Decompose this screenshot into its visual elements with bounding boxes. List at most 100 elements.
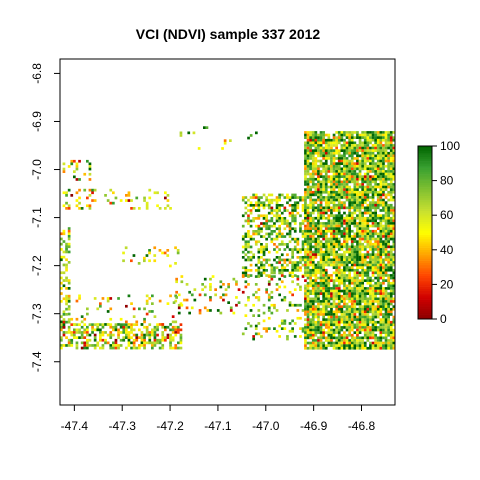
raster-cell [75, 299, 79, 303]
raster-cell [304, 331, 307, 334]
raster-cell [254, 240, 258, 244]
raster-cell [174, 331, 178, 334]
raster-cell [311, 287, 315, 290]
raster-cell [241, 235, 245, 238]
raster-cell [374, 315, 377, 319]
raster-cell [304, 206, 307, 210]
raster-cell [363, 201, 367, 204]
raster-cell [309, 274, 312, 277]
raster-cell [356, 320, 359, 324]
raster-cell [252, 335, 255, 338]
raster-cell [227, 285, 230, 289]
raster-cell [335, 328, 338, 332]
raster-cell [366, 323, 370, 327]
raster-cell [306, 346, 310, 350]
raster-cell [356, 159, 359, 163]
raster-cell [345, 341, 349, 345]
legend-swatch [418, 171, 432, 175]
raster-cell [293, 209, 297, 212]
raster-cell [112, 325, 115, 329]
raster-cell [260, 245, 263, 249]
raster-cell [369, 258, 372, 262]
raster-cell [198, 293, 202, 297]
raster-cell [324, 188, 328, 191]
raster-cell [301, 222, 305, 225]
raster-cell [252, 293, 255, 297]
raster-cell [322, 211, 325, 215]
raster-cell [330, 146, 333, 150]
raster-cell [109, 325, 113, 329]
raster-cell [311, 284, 315, 288]
raster-cell [348, 318, 351, 321]
raster-cell [356, 214, 359, 217]
raster-cell [335, 274, 338, 277]
raster-cell [257, 248, 261, 251]
raster-cell [311, 245, 315, 249]
raster-cell [235, 280, 238, 284]
raster-cell [340, 318, 344, 321]
raster-cell [275, 266, 279, 270]
raster-cell [293, 214, 297, 218]
raster-cell [317, 172, 320, 176]
raster-cell [262, 248, 266, 251]
raster-cell [291, 248, 294, 251]
raster-cell [62, 333, 66, 337]
raster-cell [299, 214, 302, 218]
raster-cell [260, 248, 263, 251]
raster-cell [356, 167, 359, 171]
raster-cell [299, 256, 302, 259]
raster-cell [299, 266, 302, 270]
raster-cell [319, 235, 323, 238]
raster-cell [332, 242, 336, 246]
raster-cell [379, 149, 383, 152]
raster-cell [356, 292, 359, 295]
raster-cell [88, 167, 92, 171]
raster-cell [99, 304, 102, 308]
raster-cell [314, 159, 318, 163]
raster-cell [222, 283, 225, 286]
raster-cell [387, 209, 390, 212]
raster-cell [348, 229, 351, 233]
raster-cell [314, 188, 318, 191]
raster-cell [322, 300, 325, 303]
raster-cell [363, 263, 367, 267]
raster-cell [327, 214, 331, 217]
raster-cell [254, 243, 258, 246]
raster-cell [309, 328, 312, 332]
raster-cell [257, 275, 261, 278]
raster-cell [332, 300, 336, 303]
raster-cell [345, 237, 349, 241]
raster-cell [350, 307, 354, 311]
raster-cell [371, 328, 375, 332]
raster-cell [376, 154, 380, 158]
raster-cell [335, 313, 338, 316]
raster-cell [376, 339, 380, 342]
raster-cell [389, 216, 393, 220]
raster-cell [311, 313, 315, 316]
raster-cell [311, 180, 315, 184]
raster-cell [132, 323, 136, 326]
raster-cell [358, 326, 362, 329]
raster-cell [374, 172, 377, 176]
raster-cell [324, 154, 328, 158]
raster-cell [306, 157, 310, 160]
x-tick-label: -47.3 [109, 419, 137, 433]
raster-cell [332, 206, 336, 210]
raster-cell [337, 216, 341, 220]
raster-cell [317, 219, 320, 223]
raster-cell [311, 206, 315, 210]
raster-cell [319, 281, 323, 285]
raster-cell [280, 219, 284, 223]
raster-cell [319, 224, 323, 228]
raster-cell [311, 292, 315, 295]
raster-cell [93, 328, 97, 332]
raster-cell [114, 196, 118, 200]
raster-cell [163, 251, 167, 255]
raster-cell [122, 328, 126, 332]
raster-cell [335, 175, 338, 178]
raster-cell [122, 251, 125, 255]
raster-cell [353, 167, 357, 171]
raster-cell [309, 149, 312, 152]
raster-cell [122, 325, 126, 329]
raster-cell [392, 344, 396, 347]
